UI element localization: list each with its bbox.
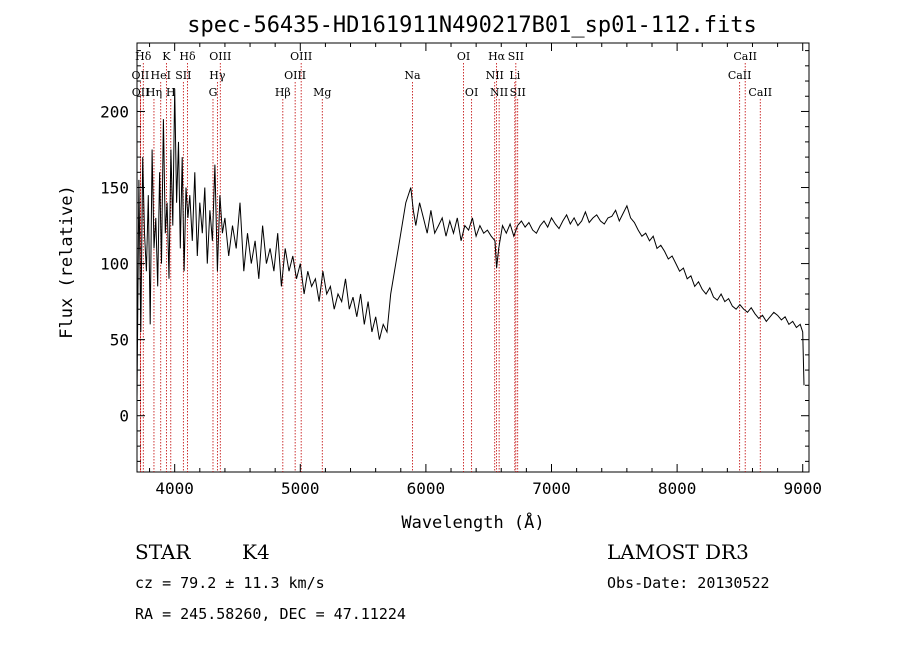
- line-marker-label: Na: [404, 69, 421, 82]
- x-tick-label: 9000: [783, 479, 822, 498]
- y-tick-label: 50: [110, 331, 129, 350]
- coordinates: RA = 245.58260, DEC = 47.11224: [135, 605, 406, 623]
- data-release: LAMOST DR3: [607, 540, 749, 564]
- y-axis-label: Flux (relative): [57, 185, 77, 339]
- line-marker-label: SII: [508, 50, 524, 63]
- line-marker-label: CaII: [728, 69, 752, 82]
- line-marker-label: CaII: [748, 86, 772, 99]
- y-tick-label: 100: [100, 255, 129, 274]
- line-marker-label: OI: [457, 50, 470, 63]
- line-marker-label: Hη: [146, 86, 162, 99]
- x-axis-label: Wavelength (Å): [401, 511, 544, 533]
- observation-date: Obs-Date: 20130522: [607, 574, 770, 592]
- y-tick-label: 150: [100, 179, 129, 198]
- line-marker-label: OI: [465, 86, 478, 99]
- x-tick-label: 8000: [658, 479, 697, 498]
- line-marker-label: CaII: [733, 50, 757, 63]
- line-marker-label: OIII: [209, 50, 231, 63]
- line-marker-label: NII: [486, 69, 504, 82]
- line-marker-label: HeI: [151, 69, 171, 82]
- line-marker-label: NII: [490, 86, 508, 99]
- y-tick-label: 200: [100, 102, 129, 121]
- line-marker-label: K: [162, 50, 171, 63]
- redshift-cz: cz = 79.2 ± 11.3 km/s: [135, 574, 325, 592]
- line-marker-label: Hα: [488, 50, 506, 63]
- line-marker-label: Mg: [313, 86, 331, 99]
- line-marker-label: G: [209, 86, 218, 99]
- x-tick-label: 5000: [281, 479, 320, 498]
- line-marker-label: OII: [132, 69, 150, 82]
- plot-frame: [136, 42, 810, 473]
- x-tick-label: 6000: [407, 479, 446, 498]
- axis-ticks: 4000 5000 6000 7000 8000 9000 0 50 100 150 200: [100, 43, 822, 498]
- x-tick-label: 7000: [532, 479, 571, 498]
- x-tick-label: 4000: [155, 479, 194, 498]
- line-marker-label: Hδ: [135, 50, 152, 63]
- line-marker-label: OIII: [290, 50, 312, 63]
- line-marker-label: SII: [510, 86, 526, 99]
- line-marker-label: Hδ: [179, 50, 196, 63]
- spectral-subclass: K4: [242, 540, 270, 564]
- spectrum-series-line: [136, 88, 805, 401]
- line-marker-label: H: [166, 86, 176, 99]
- chart-title: spec-56435-HD161911N490217B01_sp01-112.f…: [187, 13, 757, 38]
- object-class: STAR: [135, 540, 191, 564]
- line-marker-label: Hβ: [275, 86, 291, 99]
- spectral-line-markers: Hδ OII OII K HeI Hη SII H Hδ OIII Hγ G OIII OIII Hβ Mg N…: [132, 50, 772, 472]
- line-marker-label: OIII: [284, 69, 306, 82]
- y-tick-label: 0: [119, 407, 129, 426]
- line-marker-label: Hγ: [209, 69, 226, 82]
- line-marker-label: OII: [132, 86, 150, 99]
- line-marker-label: Li: [509, 69, 520, 82]
- line-marker-label: SII: [175, 69, 191, 82]
